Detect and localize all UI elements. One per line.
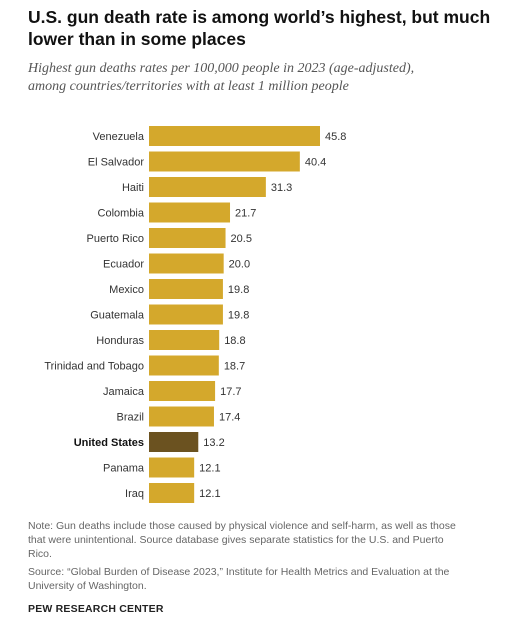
value-label-brazil: 17.4 bbox=[219, 412, 240, 424]
category-label-el-salvador: El Salvador bbox=[88, 157, 145, 169]
bar-chart: Venezuela 45.8 El Salvador 40.4 Haiti 31.3 Col… bbox=[44, 126, 346, 503]
bar-panama bbox=[149, 457, 195, 478]
bar-ecuador bbox=[149, 253, 224, 274]
value-label-guatemala: 19.8 bbox=[228, 310, 249, 322]
bar-haiti bbox=[149, 177, 266, 197]
bar-guatemala bbox=[149, 304, 223, 325]
category-label-ecuador: Ecuador bbox=[103, 259, 144, 271]
bar-brazil bbox=[149, 406, 214, 427]
value-label-honduras: 18.8 bbox=[224, 335, 245, 347]
chart-source: Source: “Global Burden of Disease 2023,”… bbox=[28, 566, 450, 592]
brand-logo-text: PEW RESEARCH CENTER bbox=[28, 603, 164, 615]
bar-mexico bbox=[149, 279, 223, 299]
value-label-panama: 12.1 bbox=[199, 463, 220, 475]
value-label-venezuela: 45.8 bbox=[325, 131, 346, 143]
bar-united-states bbox=[149, 432, 199, 452]
category-label-iraq: Iraq bbox=[125, 488, 144, 500]
bar-jamaica bbox=[149, 381, 216, 401]
category-label-jamaica: Jamaica bbox=[103, 386, 145, 398]
value-label-trinidad-and-tobago: 18.7 bbox=[224, 361, 245, 373]
bar-honduras bbox=[149, 330, 220, 350]
value-label-jamaica: 17.7 bbox=[220, 386, 241, 398]
category-label-mexico: Mexico bbox=[109, 284, 144, 296]
bar-el-salvador bbox=[149, 151, 300, 172]
value-label-puerto-rico: 20.5 bbox=[231, 233, 252, 245]
chart-note: Note: Gun deaths include those caused by… bbox=[28, 520, 456, 560]
value-label-colombia: 21.7 bbox=[235, 208, 256, 220]
value-label-iraq: 12.1 bbox=[199, 488, 220, 500]
category-label-colombia: Colombia bbox=[98, 208, 145, 220]
bar-colombia bbox=[149, 202, 231, 223]
bar-trinidad-and-tobago bbox=[149, 355, 219, 376]
chart-title: U.S. gun death rate is among world’s hig… bbox=[28, 7, 491, 49]
category-label-guatemala: Guatemala bbox=[90, 310, 145, 322]
category-label-brazil: Brazil bbox=[116, 412, 144, 424]
category-label-panama: Panama bbox=[103, 463, 145, 475]
value-label-mexico: 19.8 bbox=[228, 284, 249, 296]
category-label-puerto-rico: Puerto Rico bbox=[87, 233, 144, 245]
category-label-trinidad-and-tobago: Trinidad and Tobago bbox=[44, 361, 144, 373]
category-label-haiti: Haiti bbox=[122, 182, 144, 194]
chart-subtitle: Highest gun deaths rates per 100,000 peo… bbox=[28, 61, 415, 94]
value-label-el-salvador: 40.4 bbox=[305, 157, 326, 169]
category-label-honduras: Honduras bbox=[96, 335, 144, 347]
value-label-ecuador: 20.0 bbox=[229, 259, 250, 271]
bar-venezuela bbox=[149, 126, 320, 146]
value-label-haiti: 31.3 bbox=[271, 182, 292, 194]
value-label-united-states: 13.2 bbox=[203, 437, 224, 449]
category-label-venezuela: Venezuela bbox=[93, 131, 145, 143]
bar-iraq bbox=[149, 483, 195, 503]
category-label-united-states: United States bbox=[74, 437, 144, 449]
bar-puerto-rico bbox=[149, 228, 226, 248]
